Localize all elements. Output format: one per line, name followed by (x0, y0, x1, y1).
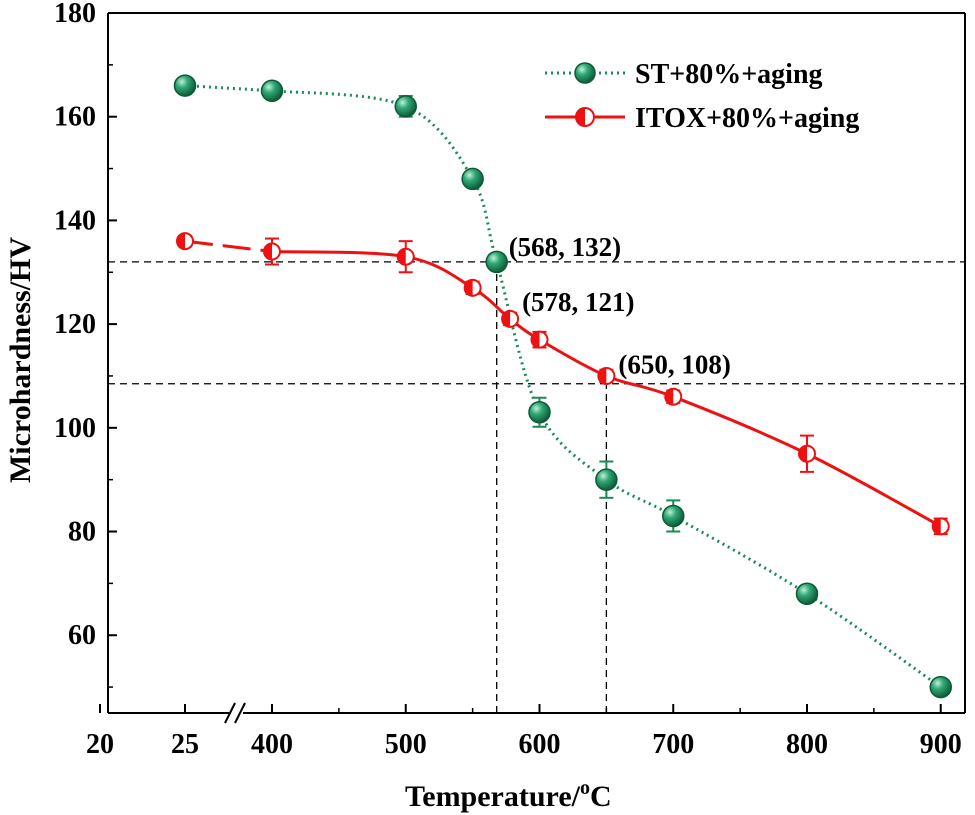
legend-label-itox: ITOX+80%+aging (635, 103, 859, 134)
data-point-marker (461, 167, 484, 191)
data-point-half (502, 310, 511, 327)
data-point-half (932, 518, 941, 535)
series-st (173, 74, 952, 699)
data-point-marker (929, 675, 952, 699)
axis-break-mark (234, 702, 246, 724)
legend-marker-itox (575, 107, 595, 127)
data-point-marker (664, 387, 683, 406)
data-point-ball (595, 468, 618, 491)
data-point-ball (260, 79, 284, 103)
data-point-ball (795, 582, 819, 605)
legend: ST+80%+aging ITOX+80%+aging (545, 59, 859, 134)
annotation-label: (578, 121) (522, 287, 634, 317)
y-tick-label: 180 (54, 0, 96, 29)
x-tick-label: 900 (920, 729, 962, 760)
x-tick-label: 700 (652, 729, 694, 760)
data-point-marker (595, 468, 618, 491)
axis-break-mark (224, 702, 236, 724)
series-line (271, 89, 942, 689)
data-point-half (397, 248, 406, 265)
y-tick-label: 160 (54, 102, 96, 133)
data-point-marker (173, 74, 197, 97)
x-tick-label: 20 (86, 729, 114, 760)
data-point-ball (662, 504, 685, 528)
axes: 60 80 100 120 140 160 180 20 25 400 500 600 700 800 90… (54, 0, 966, 760)
data-point-ball (173, 74, 197, 97)
x-tick-label: 500 (385, 729, 427, 760)
data-point-half (799, 445, 807, 462)
data-point-half (464, 279, 473, 296)
data-point-marker (530, 330, 549, 349)
data-point-marker (463, 278, 482, 297)
data-point-marker (597, 366, 616, 385)
y-tick-label: 120 (54, 309, 96, 340)
data-series (173, 74, 952, 699)
x-tick-label: 25 (171, 729, 199, 760)
data-point-marker (528, 401, 551, 424)
annotation-label: (650, 108) (618, 350, 730, 380)
data-point-ball (394, 95, 417, 118)
reference-lines (108, 261, 965, 713)
y-tick-label: 60 (68, 620, 96, 651)
data-point-marker (260, 79, 284, 103)
y-tick-label: 100 (54, 413, 96, 444)
series-break-segment (184, 84, 273, 93)
series-itox (176, 232, 950, 536)
x-tick-label: 400 (251, 729, 293, 760)
y-axis-label: Microhardness/HV (4, 237, 37, 483)
data-point-marker (931, 517, 950, 536)
data-point-marker (176, 232, 194, 251)
data-point-ball (485, 250, 508, 274)
legend-marker-st (574, 62, 596, 84)
data-point-half (177, 233, 185, 250)
data-point-marker (394, 95, 417, 118)
data-point-half (665, 388, 674, 405)
data-point-marker (795, 582, 819, 605)
data-point-marker (501, 309, 520, 328)
data-point-half (531, 331, 540, 348)
data-point-half (264, 243, 272, 260)
data-point-marker (396, 247, 415, 266)
series-break-segment (184, 239, 273, 254)
data-point-ball (528, 401, 551, 424)
annotation-label: (568, 132) (509, 232, 621, 262)
data-point-marker (485, 250, 508, 274)
data-point-ball (461, 167, 484, 191)
x-tick-label: 600 (519, 729, 561, 760)
x-tick-label: 800 (786, 729, 828, 760)
data-point-marker (798, 444, 816, 463)
y-tick-label: 80 (68, 517, 96, 548)
y-tick-label: 140 (54, 205, 96, 236)
data-point-marker (662, 504, 685, 528)
legend-label-st: ST+80%+aging (635, 59, 823, 90)
data-point-half (598, 367, 607, 384)
data-point-marker (263, 242, 281, 261)
data-point-ball (929, 675, 952, 699)
x-axis-label: Temperature/oC (405, 777, 612, 813)
annotations: (568, 132) (578, 121) (650, 108) (509, 232, 731, 380)
